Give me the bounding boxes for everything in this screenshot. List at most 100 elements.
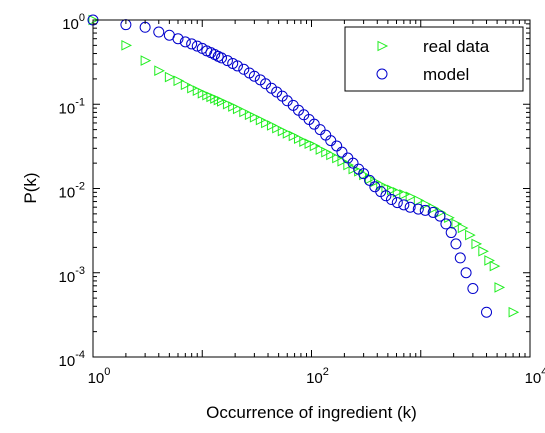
legend: real data model — [344, 26, 524, 92]
chart-marks — [87, 14, 520, 318]
data-point — [451, 218, 463, 230]
data-point — [179, 36, 191, 48]
y-tick-label: 10-3 — [59, 265, 85, 286]
series-model — [87, 14, 493, 318]
data-point — [434, 210, 446, 222]
data-point — [465, 229, 476, 241]
data-point — [508, 306, 520, 318]
x-tick-label: 100 — [88, 366, 111, 387]
data-point — [216, 96, 228, 107]
data-point — [336, 146, 348, 158]
data-point — [404, 201, 416, 213]
y-tick-label: 10-2 — [59, 181, 85, 202]
data-point — [420, 198, 432, 210]
data-point — [271, 86, 283, 98]
x-tick-label: 104 — [525, 366, 545, 387]
data-point — [471, 238, 483, 250]
data-point — [248, 70, 260, 82]
x-tick-label: 102 — [306, 366, 329, 387]
data-point — [380, 190, 392, 202]
data-point — [399, 189, 410, 200]
data-point — [326, 149, 337, 161]
data-point — [347, 157, 359, 169]
data-point — [370, 176, 381, 188]
data-point — [489, 260, 501, 272]
data-point — [272, 122, 283, 134]
data-point — [299, 136, 310, 147]
data-point — [478, 245, 489, 257]
data-point — [180, 79, 192, 91]
data-point — [164, 71, 176, 83]
data-point — [392, 187, 404, 198]
data-point — [450, 238, 462, 250]
data-point — [282, 128, 294, 139]
data-point — [304, 138, 316, 150]
data-point — [381, 182, 393, 194]
data-point — [239, 106, 250, 118]
data-point — [238, 63, 250, 75]
data-point — [315, 144, 327, 155]
legend-marker-real-data — [377, 40, 389, 52]
data-point — [398, 199, 410, 211]
data-point — [405, 191, 417, 202]
data-point — [412, 203, 424, 215]
data-point — [266, 120, 278, 131]
axis-ticks: 100 102 104 100 10-1 10-2 10-3 10-4 — [59, 12, 545, 387]
legend-box — [344, 26, 524, 92]
data-point — [261, 117, 272, 129]
y-tick-label: 100 — [62, 12, 85, 33]
data-point — [288, 130, 300, 142]
data-point — [481, 306, 493, 318]
data-point — [153, 26, 165, 38]
data-point — [391, 197, 403, 209]
data-point — [215, 52, 227, 64]
legend-label-model: model — [423, 65, 469, 84]
legend-label-real-data: real data — [423, 37, 490, 56]
data-point — [440, 218, 452, 230]
data-point — [186, 38, 198, 50]
legend-marker-symbol — [376, 68, 388, 80]
data-point — [428, 203, 440, 214]
y-tick-label: 10-1 — [59, 96, 85, 117]
data-point — [231, 60, 243, 72]
data-point — [467, 283, 479, 295]
data-point — [314, 124, 326, 136]
y-axis-label: P(k) — [21, 172, 40, 203]
legend-marker-model — [376, 68, 388, 80]
data-point — [293, 133, 305, 145]
data-point — [121, 40, 133, 51]
data-point — [154, 65, 165, 77]
data-point — [172, 33, 184, 45]
data-point — [387, 184, 398, 196]
data-point — [445, 227, 457, 239]
data-point — [413, 195, 425, 206]
data-point — [359, 169, 370, 181]
data-point — [358, 168, 370, 180]
data-point — [255, 114, 267, 126]
data-point — [221, 55, 233, 67]
x-axis-label: Occurrence of ingredient (k) — [206, 403, 417, 422]
data-point — [191, 40, 203, 52]
data-point — [419, 204, 431, 216]
data-point — [348, 163, 360, 175]
data-point — [331, 140, 343, 152]
legend-marker-symbol — [377, 40, 389, 52]
data-point — [457, 222, 469, 234]
data-point — [454, 252, 466, 264]
data-point — [484, 255, 495, 266]
data-point — [427, 206, 439, 218]
data-point — [173, 75, 185, 87]
data-point — [376, 179, 387, 191]
data-point — [365, 173, 376, 185]
data-point — [187, 82, 198, 94]
y-tick-label: 10-4 — [59, 349, 85, 370]
data-point — [222, 98, 234, 110]
data-point — [140, 55, 152, 66]
data-point — [460, 267, 472, 279]
data-point — [309, 140, 321, 152]
data-point — [232, 103, 244, 115]
data-point — [494, 282, 506, 293]
data-point — [386, 194, 398, 206]
data-point — [308, 118, 320, 130]
